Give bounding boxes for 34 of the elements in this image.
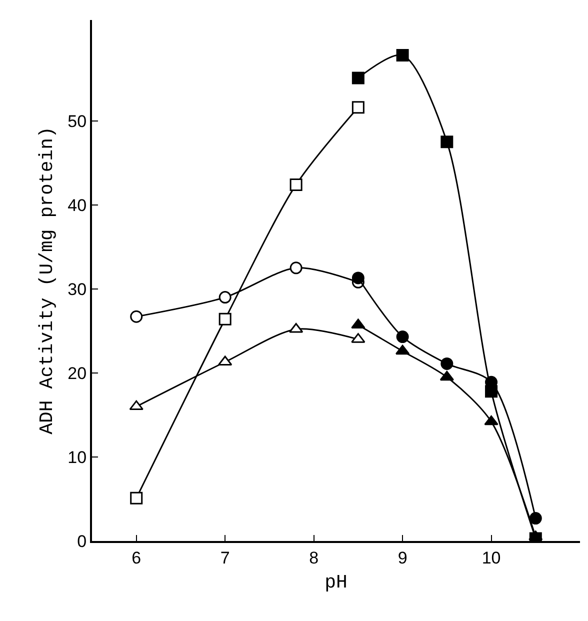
x-tick-label: 10 [482,548,501,568]
y-tick-label: 20 [68,364,87,383]
y-tick-label: 30 [68,280,87,299]
x-tick-label: 9 [398,548,408,568]
y-tick-label: 40 [68,196,87,215]
x-axis-title: pH [324,572,348,594]
point [440,357,454,370]
point [130,310,143,323]
point [352,101,364,114]
x-tick-label: 8 [309,548,319,568]
point [440,370,454,381]
point [352,72,364,84]
point [288,322,304,333]
point [218,291,232,304]
point [352,272,364,284]
point [395,344,410,355]
point [351,318,366,329]
point [484,415,498,426]
x-tick-label: 7 [220,548,230,568]
y-tick-label: 0 [77,532,87,551]
point [218,356,232,366]
point [218,312,232,326]
point [440,136,454,148]
y-tick-label: 10 [68,448,87,467]
point [529,512,542,525]
point [290,262,302,274]
point [290,178,302,191]
point [396,49,409,62]
x-tick-label: 6 [132,548,142,568]
y-tick-label: 50 [68,112,87,131]
point [129,400,144,410]
point [130,492,143,504]
y-axis-title: ADH Activity (U/mg protein) [36,126,58,434]
point [396,330,409,344]
